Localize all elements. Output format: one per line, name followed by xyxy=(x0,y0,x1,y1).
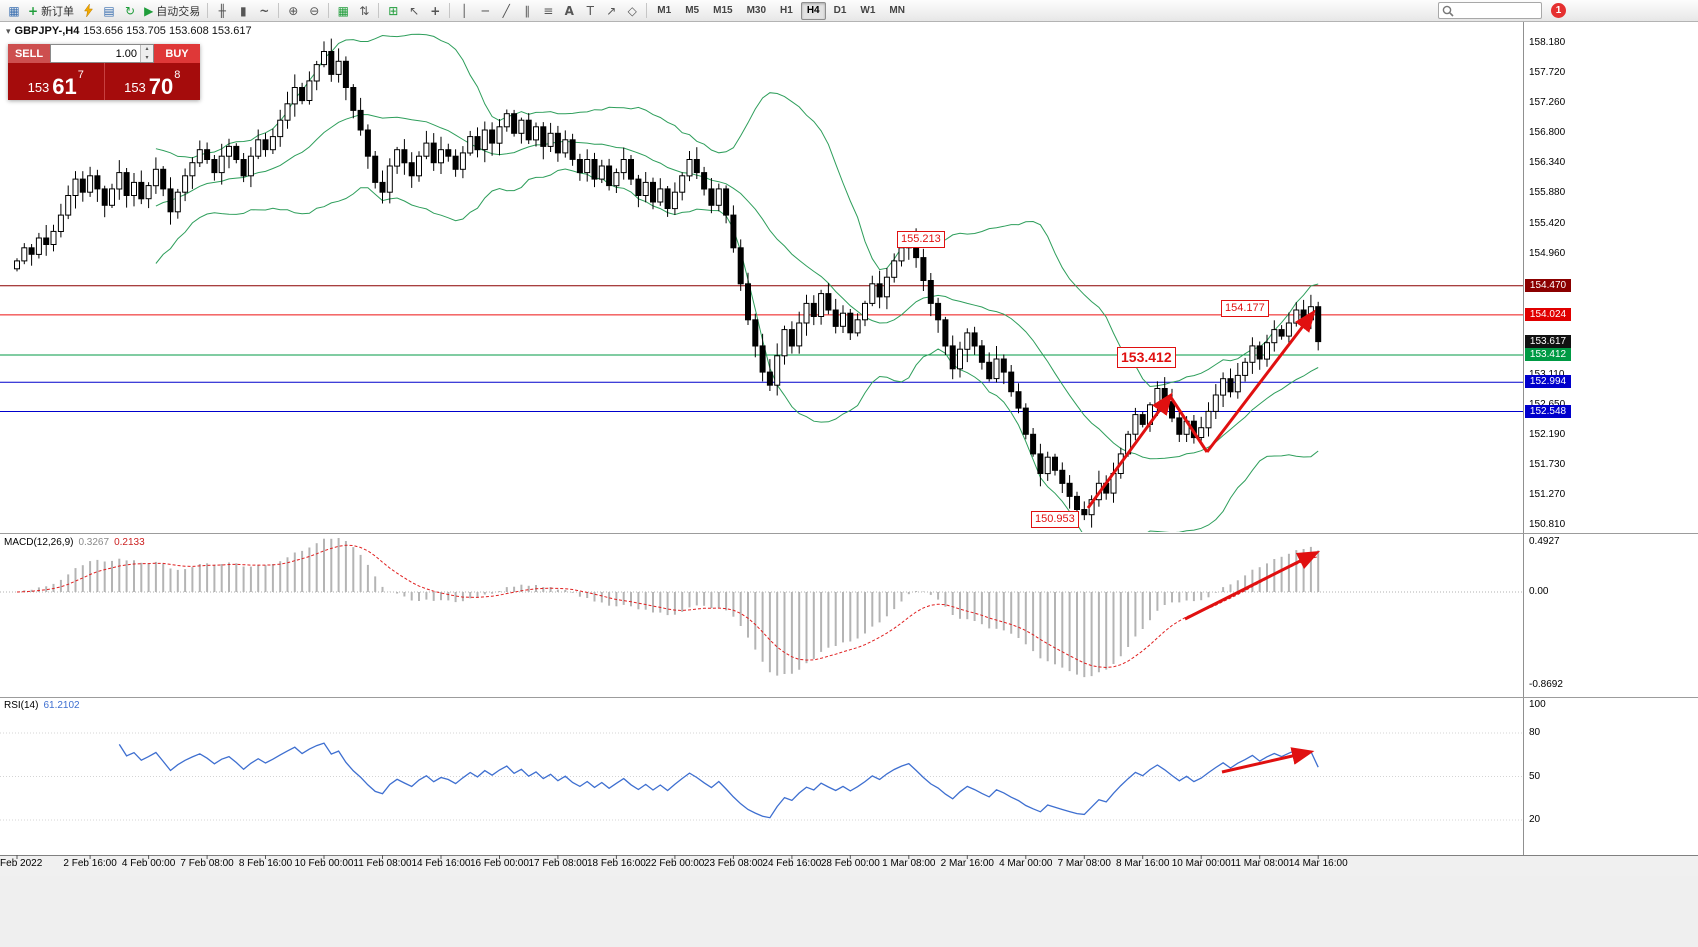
toolbar-separator xyxy=(449,3,451,18)
main-chart-panel[interactable] xyxy=(0,22,1523,533)
timeframe-mn[interactable]: MN xyxy=(883,2,911,20)
new-order-label: 新订单 xyxy=(41,5,75,18)
sell-price-big: 61 xyxy=(52,74,77,99)
timeframe-m30[interactable]: M30 xyxy=(741,2,772,20)
text-tool-icon[interactable]: A xyxy=(559,1,579,21)
timeframe-m15[interactable]: M15 xyxy=(707,2,738,20)
new-order-button[interactable]: + 新订单 xyxy=(25,1,77,21)
vertical-line-icon[interactable]: │ xyxy=(454,1,474,21)
timeframe-w1[interactable]: W1 xyxy=(854,2,881,20)
one-click-trading-panel: SELL ▴ ▾ BUY 153 61 7 153 70 8 xyxy=(8,44,200,100)
bar-chart-icon[interactable]: ╫ xyxy=(212,1,232,21)
buy-price-big: 70 xyxy=(148,74,174,99)
toolbar-separator xyxy=(278,3,280,18)
bolt-shape xyxy=(83,4,93,17)
volume-box: ▴ ▾ xyxy=(50,44,154,63)
line-chart-icon[interactable]: ~ xyxy=(254,1,274,21)
charts-icon[interactable]: ▤ xyxy=(99,1,119,21)
symbol-ohlc-values: 153.656 153.705 153.608 153.617 xyxy=(83,25,252,37)
buy-price[interactable]: 153 70 8 xyxy=(103,63,201,100)
shapes-tool-icon[interactable]: ◇ xyxy=(622,1,642,21)
candlestick-chart-icon[interactable]: ▮ xyxy=(233,1,253,21)
trendline-icon[interactable]: ╱ xyxy=(496,1,516,21)
oneclick-collapse-icon[interactable]: ▾ xyxy=(6,25,11,36)
rsi-name: RSI(14) xyxy=(4,700,39,711)
macd-signal-value: 0.2133 xyxy=(114,537,145,548)
play-icon: ▶ xyxy=(144,3,154,18)
spin-up-icon[interactable]: ▴ xyxy=(141,45,153,54)
lightning-icon[interactable] xyxy=(78,1,98,21)
macd-main-value: 0.3267 xyxy=(78,537,110,548)
toolbar: ▦ + 新订单 ▤ ↻ ▶ 自动交易 ╫ ▮ ~ ⊕ ⊖ ▦ ⇅ ⊞ ↖ + │… xyxy=(0,0,1698,22)
refresh-glyph: ↻ xyxy=(125,3,136,18)
tile-windows-icon[interactable]: ▦ xyxy=(333,1,353,21)
macd-panel[interactable] xyxy=(0,534,1523,697)
sell-button[interactable]: SELL xyxy=(8,44,50,63)
horizontal-line-icon[interactable]: ─ xyxy=(475,1,495,21)
toolbar-separator xyxy=(207,3,209,18)
timeframe-h1[interactable]: H1 xyxy=(774,2,799,20)
search-input[interactable] xyxy=(1457,4,1537,17)
rsi-label: RSI(14) 61.2102 xyxy=(4,700,80,711)
indicators-icon[interactable]: ⊞ xyxy=(383,1,403,21)
timeframe-m1[interactable]: M1 xyxy=(651,2,677,20)
timeframe-m5[interactable]: M5 xyxy=(679,2,705,20)
toolbar-separator xyxy=(378,3,380,18)
crosshair-icon[interactable]: + xyxy=(425,1,445,21)
fibonacci-icon[interactable]: ≡ xyxy=(538,1,558,21)
timeframe-group: M1 M5 M15 M30 H1 H4 D1 W1 MN xyxy=(651,1,911,20)
autotrade-button[interactable]: ▶ 自动交易 xyxy=(141,1,203,21)
refresh-icon[interactable]: ↻ xyxy=(120,1,140,21)
timeframe-d1[interactable]: D1 xyxy=(828,2,853,20)
sell-price-prefix: 153 xyxy=(27,80,50,95)
volume-input[interactable] xyxy=(51,45,140,62)
buy-button[interactable]: BUY xyxy=(154,44,200,63)
buy-price-sup: 8 xyxy=(174,69,181,81)
timeframe-h4[interactable]: H4 xyxy=(800,1,826,20)
label-tool-icon[interactable]: T xyxy=(580,1,600,21)
sell-price-sup: 7 xyxy=(77,69,84,81)
sell-price[interactable]: 153 61 7 xyxy=(8,63,104,100)
macd-name: MACD(12,26,9) xyxy=(4,537,74,548)
price-axis[interactable] xyxy=(1523,22,1698,855)
buy-price-prefix: 153 xyxy=(124,80,146,95)
toolbar-separator xyxy=(646,3,648,18)
zoom-out-icon[interactable]: ⊖ xyxy=(304,1,324,21)
cursor-icon[interactable]: ↖ xyxy=(404,1,424,21)
rsi-value: 61.2102 xyxy=(43,700,80,711)
chart-window-icon[interactable]: ▦ xyxy=(4,1,24,21)
search-box xyxy=(1438,2,1542,19)
chart-symbol-info: ▾ GBPJPY-,H4 153.656 153.705 153.608 153… xyxy=(6,25,252,37)
macd-label: MACD(12,26,9) 0.3267 0.2133 xyxy=(4,537,145,548)
arrows-tool-icon[interactable]: ↗ xyxy=(601,1,621,21)
channel-icon[interactable]: ∥ xyxy=(517,1,537,21)
toolbar-separator xyxy=(328,3,330,18)
arrange-windows-icon[interactable]: ⇅ xyxy=(354,1,374,21)
autotrade-label: 自动交易 xyxy=(156,5,201,18)
symbol-title: GBPJPY-,H4 xyxy=(14,25,80,37)
spin-down-icon[interactable]: ▾ xyxy=(141,53,153,62)
charts-glyph: ▤ xyxy=(103,3,115,18)
panel-separator[interactable] xyxy=(0,533,1698,534)
time-axis[interactable] xyxy=(0,855,1698,876)
plus-icon: + xyxy=(28,3,39,18)
panel-separator[interactable] xyxy=(0,697,1698,698)
chart-window-glyph: ▦ xyxy=(8,3,20,18)
rsi-panel[interactable] xyxy=(0,698,1523,855)
volume-stepper[interactable]: ▴ ▾ xyxy=(140,45,153,62)
search-icon xyxy=(1442,5,1454,17)
zoom-in-icon[interactable]: ⊕ xyxy=(283,1,303,21)
notification-badge[interactable]: 1 xyxy=(1551,3,1566,18)
